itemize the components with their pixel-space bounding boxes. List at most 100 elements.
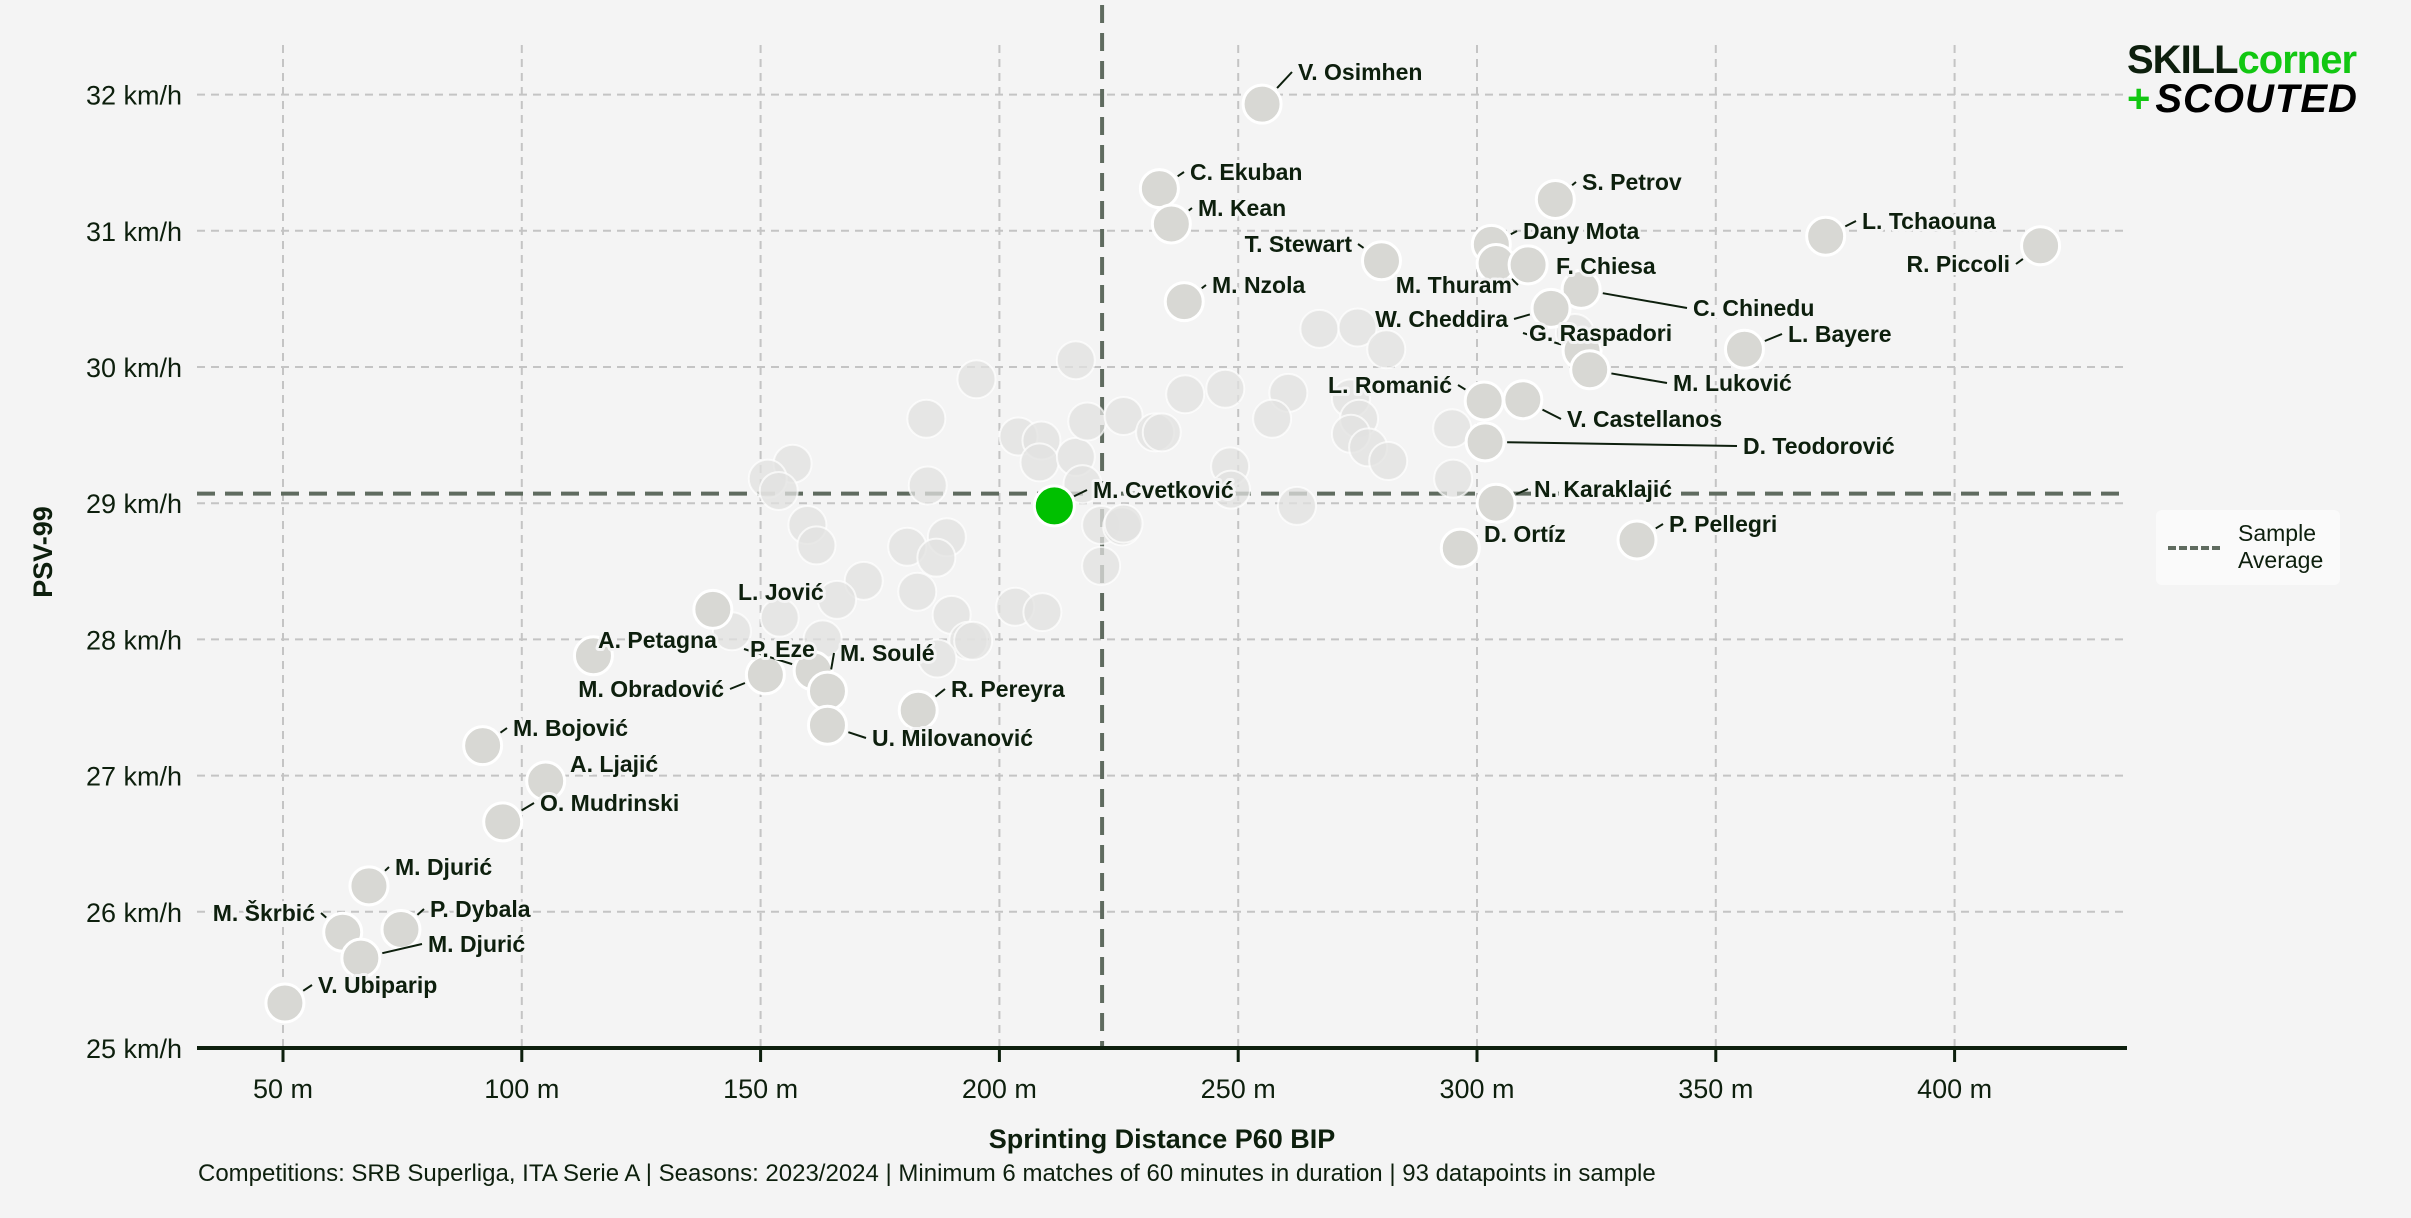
data-point	[953, 620, 994, 661]
leader-line	[1457, 384, 1466, 391]
point-label: T. Stewart	[1245, 231, 1353, 257]
point-label: V. Osimhen	[1298, 59, 1422, 85]
labeled-data-point	[462, 725, 504, 767]
legend-label-line1: Sample	[2238, 520, 2316, 546]
point-label: M. Škrbić	[213, 899, 315, 926]
labeled-data-point	[1530, 287, 1572, 329]
labeled-data-point	[264, 982, 306, 1024]
highlighted-data-point	[1032, 484, 1076, 528]
point-label: M. Cvetković	[1093, 477, 1234, 503]
labeled-data-point	[1163, 281, 1205, 323]
y-axis-title: PSV-99	[28, 506, 58, 598]
unlabeled-points	[711, 307, 1595, 679]
x-axis-title: Sprinting Distance P60 BIP	[989, 1124, 1336, 1154]
point-label: L. Romanić	[1328, 372, 1452, 398]
leader-line	[499, 727, 508, 734]
leader-line	[1515, 488, 1529, 496]
y-tick-label: 27 km/h	[86, 762, 182, 792]
y-tick-label: 29 km/h	[86, 489, 182, 519]
data-point	[1366, 329, 1407, 370]
x-tick-label: 50 m	[253, 1074, 313, 1104]
leader-line	[934, 688, 946, 698]
leader-line	[1276, 71, 1293, 89]
x-tick-label: 250 m	[1201, 1074, 1276, 1104]
labeled-data-point	[1475, 482, 1517, 524]
leader-line	[382, 943, 423, 955]
data-point	[1205, 368, 1246, 409]
leader-line	[729, 682, 746, 690]
point-label: L. Tchaouna	[1862, 208, 1996, 234]
logo-scouted-text: SCOUTED	[2155, 77, 2358, 121]
labeled-points	[264, 83, 2062, 1024]
sample-average-lines	[197, 5, 2127, 1048]
labeled-data-point	[340, 937, 382, 979]
leader-line	[1511, 278, 1519, 286]
point-label: A. Petagna	[598, 627, 717, 653]
legend-label: Sample Average	[2238, 520, 2323, 574]
labeled-data-point	[1569, 349, 1611, 391]
labeled-data-point	[1463, 380, 1505, 422]
point-label: D. Ortíz	[1484, 521, 1566, 547]
leader-line	[830, 652, 835, 670]
labeled-data-point	[1560, 268, 1602, 310]
x-tick-label: 400 m	[1917, 1074, 1992, 1104]
chart-legend: Sample Average	[2156, 510, 2340, 585]
x-tick-label: 350 m	[1678, 1074, 1753, 1104]
point-label: Dany Mota	[1523, 218, 1640, 244]
highlighted-player-point	[1032, 484, 1076, 528]
y-tick-label: 25 km/h	[86, 1034, 182, 1064]
labeled-data-point	[1616, 519, 1658, 561]
data-point	[1276, 485, 1317, 526]
leader-line	[848, 731, 867, 739]
data-point	[907, 465, 948, 506]
data-point	[1211, 469, 1252, 510]
data-point	[1067, 401, 1108, 442]
labeled-data-point	[380, 909, 422, 951]
leader-line	[2015, 258, 2024, 265]
data-point	[796, 525, 837, 566]
data-point	[1368, 440, 1409, 481]
leader-line	[384, 866, 390, 872]
point-label: V. Castellanos	[1567, 406, 1722, 432]
logo-skill-text: SKILL	[2127, 38, 2239, 82]
labeled-data-point	[897, 689, 939, 731]
data-point	[1022, 592, 1063, 633]
data-point	[1103, 503, 1144, 544]
point-label: M. Obradović	[578, 676, 724, 702]
point-label: M. Kean	[1198, 195, 1286, 221]
labeled-data-point	[1502, 379, 1544, 421]
point-label: R. Pereyra	[951, 676, 1065, 702]
data-point	[1081, 545, 1122, 586]
y-tick-label: 32 km/h	[86, 81, 182, 111]
labeled-data-point	[1360, 240, 1402, 282]
leader-line	[1602, 292, 1688, 309]
point-labels: V. Osimhen C. Ekuban M. Kean T. Stewart M. N…	[210, 56, 2013, 1001]
point-label: P. Pellegri	[1669, 511, 1777, 537]
data-point	[1103, 396, 1144, 437]
leader-line	[1764, 333, 1783, 342]
x-tick-label: 150 m	[723, 1074, 798, 1104]
data-point	[759, 597, 800, 638]
point-label: M. Bojović	[513, 715, 628, 741]
x-tick-label: 300 m	[1439, 1074, 1514, 1104]
leader-line	[1542, 408, 1562, 420]
point-label: O. Mudrinski	[540, 790, 679, 816]
x-tick-label: 200 m	[962, 1074, 1037, 1104]
dashed-line-icon	[2168, 546, 2220, 550]
point-label: M. Djurić	[428, 931, 525, 957]
point-label: C. Ekuban	[1190, 159, 1302, 185]
point-label: A. Ljajić	[570, 751, 658, 777]
point-label: W. Cheddira	[1375, 306, 1508, 332]
labeled-data-point	[572, 635, 614, 677]
point-label: P. Eze	[750, 636, 815, 662]
leader-line	[302, 984, 313, 992]
data-point	[1141, 412, 1182, 453]
labeled-data-point	[1723, 328, 1765, 370]
point-label: G. Raspadori	[1529, 320, 1672, 346]
leader-line	[521, 802, 535, 812]
point-label: D. Teodorović	[1743, 433, 1895, 459]
leader-line	[1357, 243, 1365, 249]
labeled-data-point	[1507, 244, 1549, 286]
leader-line	[1188, 207, 1193, 212]
